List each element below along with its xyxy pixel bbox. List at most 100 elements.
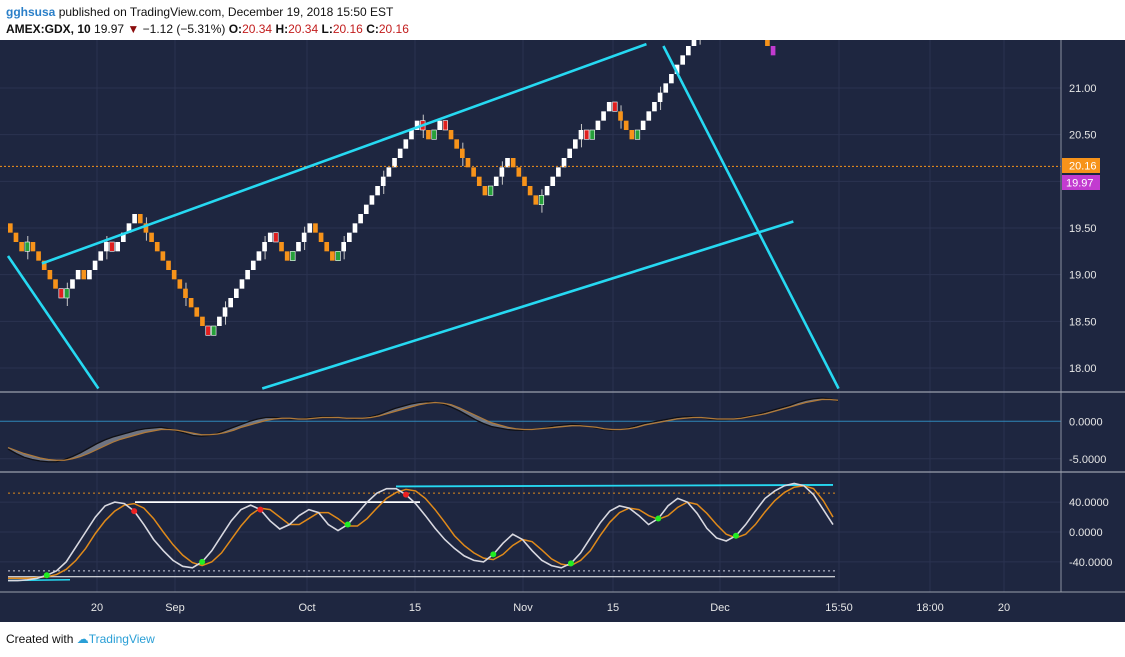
created-with-label: Created with — [6, 632, 74, 646]
renko-brick — [583, 129, 590, 140]
renko-brick — [160, 251, 166, 261]
renko-brick — [267, 232, 273, 242]
renko-brick — [629, 130, 635, 140]
time-tick-label: Oct — [298, 602, 315, 614]
price-tags: 20.16 19.97 — [1062, 158, 1100, 190]
tradingview-brand[interactable]: TradingView — [88, 632, 155, 646]
renko-brick — [403, 139, 409, 149]
stoch-tick-label: 0.0000 — [1069, 527, 1103, 539]
renko-brick — [154, 242, 160, 252]
renko-brick — [64, 288, 70, 299]
trendline[interactable] — [6, 255, 100, 390]
renko-brick — [618, 111, 623, 121]
time-tick-label: 20 — [998, 602, 1010, 614]
bullish-cross-dot — [43, 572, 50, 579]
price-tick-label: 18.50 — [1069, 316, 1097, 328]
renko-brick — [516, 167, 522, 177]
renko-brick — [392, 158, 397, 168]
renko-brick — [567, 148, 572, 158]
renko-brick — [669, 74, 674, 84]
renko-brick — [149, 232, 154, 242]
renko-brick — [460, 148, 465, 158]
renko-brick — [397, 148, 403, 158]
trendline[interactable] — [261, 220, 794, 390]
price-pane[interactable] — [0, 40, 1061, 390]
divergence-line[interactable] — [395, 484, 834, 488]
time-tick-label: 15 — [607, 602, 619, 614]
renko-brick — [335, 251, 341, 261]
bullish-cross-dot — [199, 558, 206, 565]
trendline[interactable] — [662, 45, 840, 390]
time-axis-labels[interactable]: 20 Sep Oct 15 Nov 15 Dec 15:50 18:00 20 — [91, 602, 1010, 614]
stoch-pane[interactable] — [0, 482, 1061, 582]
stoch-k-line — [8, 482, 834, 582]
bullish-cross-dot — [490, 551, 497, 558]
renko-brick — [471, 167, 476, 177]
renko-brick — [222, 307, 228, 317]
renko-brick — [770, 46, 776, 56]
time-tick-label: 20 — [91, 602, 103, 614]
renko-brick — [188, 298, 194, 308]
renko-brick — [115, 242, 120, 252]
author-name[interactable]: gghsusa — [6, 5, 56, 19]
last-price: 19.97 — [94, 22, 125, 36]
current-price-tag: 20.16 — [1069, 161, 1097, 173]
macd-tick-label: 0.0000 — [1069, 416, 1103, 428]
chart-area[interactable]: 18.0018.5019.0019.5020.0020.5021.000.000… — [0, 40, 1125, 622]
renko-brick — [171, 270, 177, 280]
renko-brick — [375, 186, 380, 196]
renko-brick — [454, 139, 459, 149]
renko-brick — [409, 130, 414, 140]
footer: Created with ☁TradingView — [6, 632, 155, 646]
renko-brick — [556, 167, 561, 177]
macd-pane[interactable] — [0, 397, 1061, 463]
renko-brick — [595, 120, 601, 130]
tradingview-logo-icon[interactable]: ☁ — [76, 632, 89, 646]
renko-brick — [30, 242, 36, 252]
change-value: −1.12 (−5.31%) — [142, 22, 226, 36]
renko-brick — [183, 288, 188, 298]
time-tick-label: 15:50 — [825, 602, 853, 614]
published-text: published on TradingView.com, December 1… — [58, 5, 394, 19]
renko-brick — [324, 242, 330, 252]
renko-brick — [330, 251, 335, 261]
renko-brick — [442, 120, 448, 131]
low-label: L: — [321, 22, 333, 36]
close-label: C: — [366, 22, 379, 36]
renko-brick — [533, 195, 539, 205]
renko-brick — [166, 260, 171, 270]
renko-brick — [126, 223, 132, 233]
price-axis-labels[interactable]: 18.0018.5019.0019.5020.0020.5021.000.000… — [1069, 83, 1112, 569]
renko-brick — [290, 251, 296, 261]
renko-brick — [301, 232, 307, 242]
renko-brick — [347, 232, 352, 242]
renko-brick — [646, 111, 652, 121]
renko-brick — [589, 129, 595, 140]
price-tick-label: 19.50 — [1069, 223, 1097, 235]
renko-brick — [36, 251, 41, 261]
high-value: 20.34 — [288, 22, 319, 36]
renko-brick — [137, 214, 143, 224]
renko-brick — [640, 120, 646, 130]
trendline[interactable] — [41, 42, 647, 265]
down-arrow-icon: ▼ — [127, 22, 140, 36]
renko-brick — [81, 270, 87, 280]
renko-brick — [691, 40, 697, 46]
last-price-tag: 19.97 — [1066, 178, 1094, 190]
renko-brick — [245, 270, 250, 280]
symbol-label: AMEX:GDX, 10 — [6, 22, 91, 36]
renko-brick — [24, 241, 30, 252]
stoch-d-line — [8, 484, 834, 580]
renko-brick — [426, 130, 431, 140]
open-label: O: — [228, 22, 243, 36]
renko-brick — [522, 176, 527, 186]
renko-brick — [414, 120, 420, 130]
renko-brick — [228, 298, 233, 308]
renko-brick — [578, 130, 584, 140]
renko-brick — [70, 279, 75, 289]
current-price-tag-bg — [1062, 158, 1100, 173]
renko-brick — [680, 55, 685, 65]
price-tick-label: 18.00 — [1069, 363, 1097, 375]
renko-brick — [296, 242, 301, 252]
bullish-cross-dot — [344, 521, 351, 528]
